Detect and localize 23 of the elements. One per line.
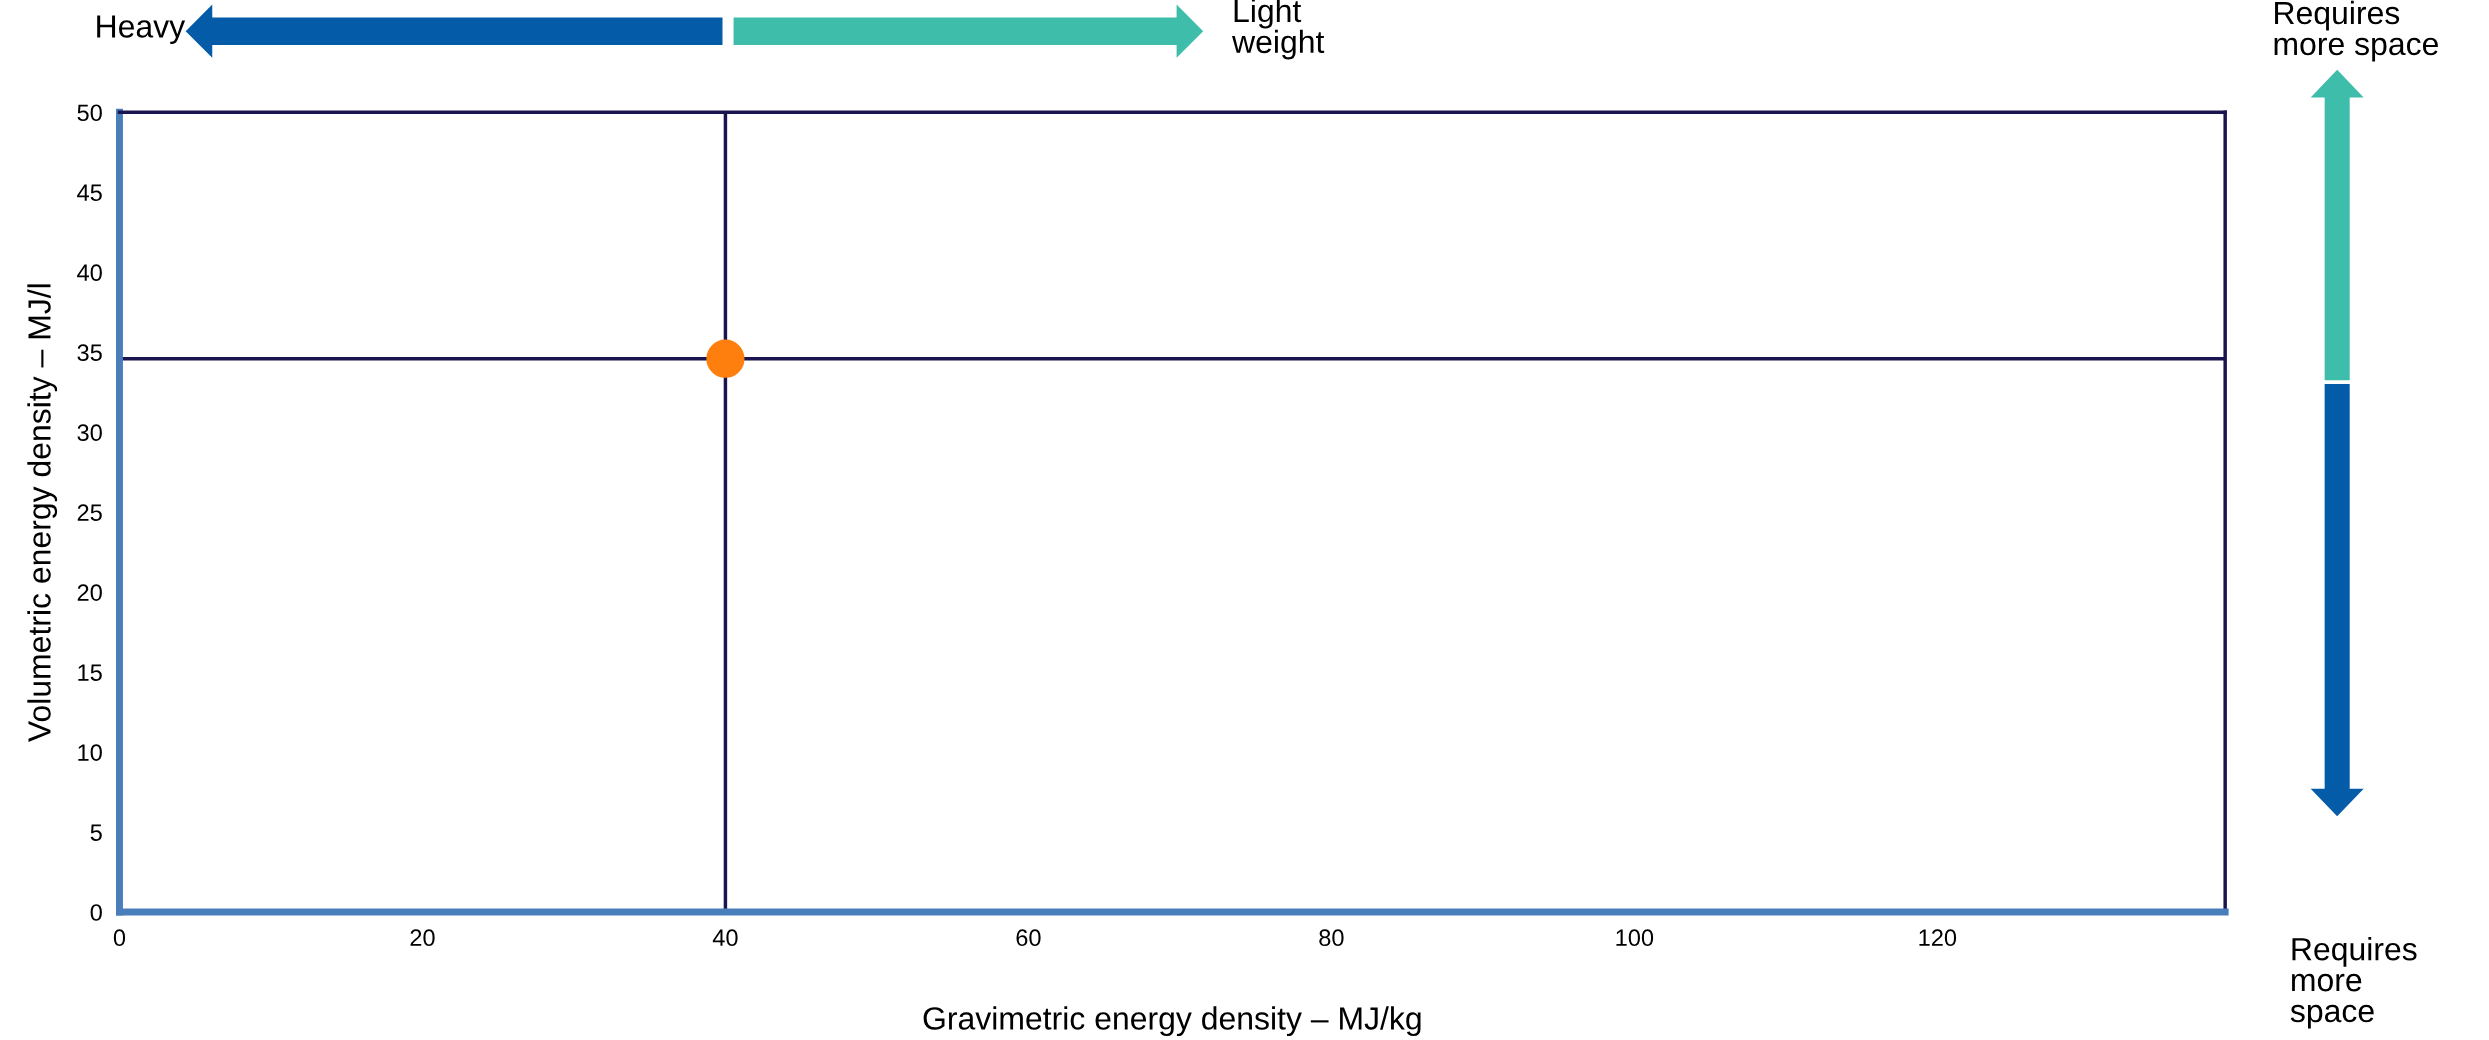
y-tick-label: 25 bbox=[77, 504, 102, 521]
y-tick-label: 5 bbox=[90, 824, 102, 841]
text: Requires more space bbox=[2290, 936, 2417, 1029]
y-tick-label: 30 bbox=[77, 424, 102, 442]
x-tick-label: 40 bbox=[712, 929, 738, 947]
text: Heavy bbox=[97, 15, 186, 45]
y-tick-label: 45 bbox=[77, 184, 102, 202]
x-tick-label: 80 bbox=[1319, 929, 1344, 947]
y-tick-label: 50 bbox=[77, 104, 102, 122]
y-tick-label: 20 bbox=[77, 584, 102, 601]
y-tick-label: 40 bbox=[77, 264, 102, 282]
x-axis-title: Gravimetric energy density – MJ/kg bbox=[923, 1006, 1421, 1037]
x-tick-label: 0 bbox=[113, 929, 126, 947]
y-tick-label: 10 bbox=[78, 744, 102, 761]
y-tick-label: 35 bbox=[77, 344, 102, 362]
y-tick-label: 0 bbox=[90, 904, 102, 921]
y-tick-label: 15 bbox=[78, 664, 102, 681]
x-tick-label: 100 bbox=[1616, 929, 1654, 947]
y-axis-title: Volumetric energy density – MJ/l bbox=[27, 284, 58, 742]
x-tick-label: 20 bbox=[410, 929, 435, 947]
text: Requires more space bbox=[2274, 0, 2438, 62]
x-tick-label: 120 bbox=[1919, 929, 1957, 947]
x-tick-label: 60 bbox=[1016, 929, 1041, 947]
